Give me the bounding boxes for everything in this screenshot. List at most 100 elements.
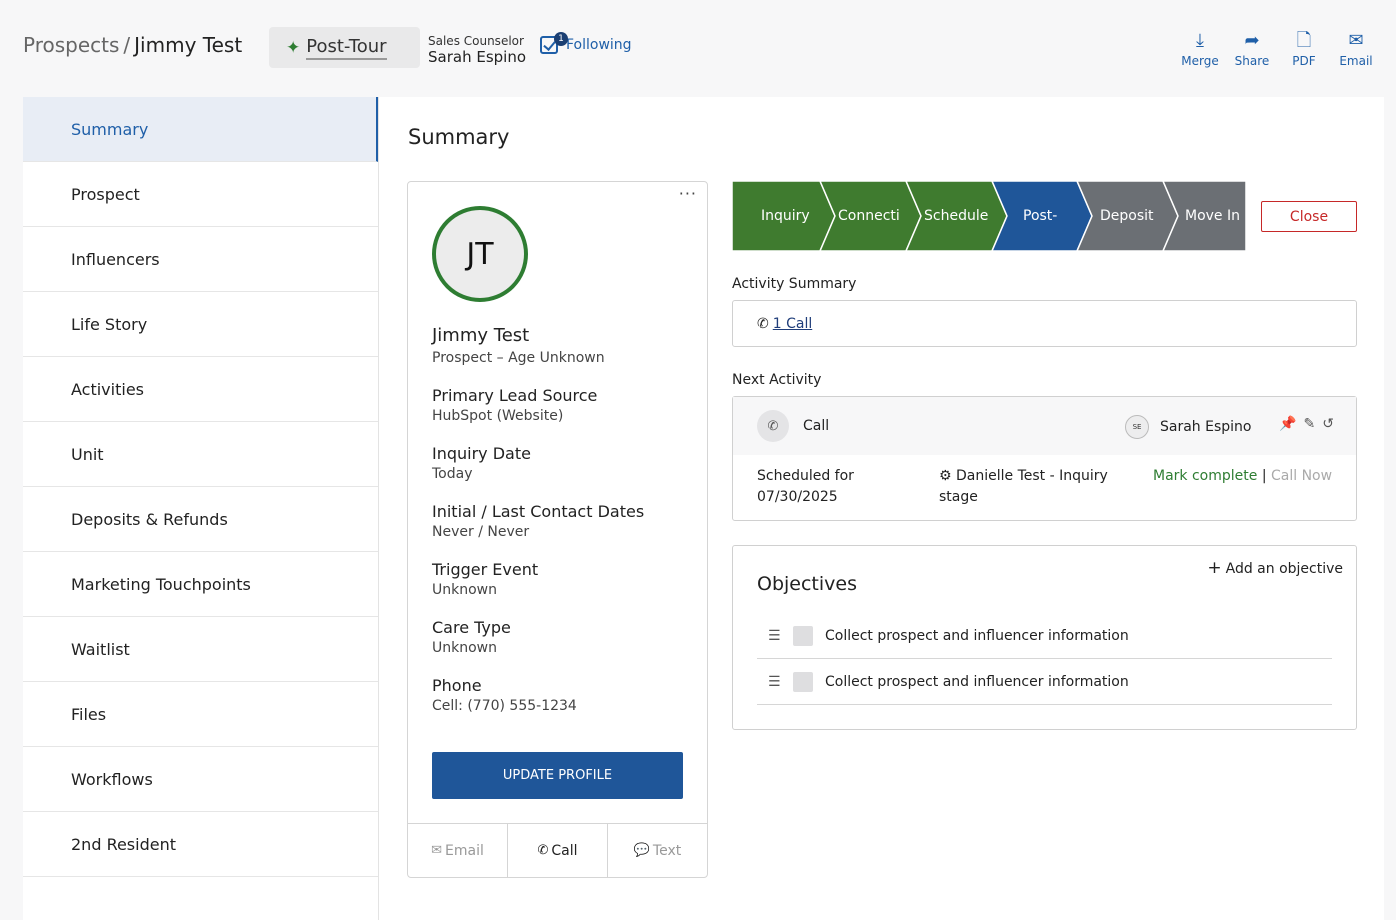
profile-fields: Jimmy Test Prospect – Age Unknown Primar…	[432, 324, 692, 733]
email-contact-label: Email	[445, 842, 484, 859]
merge-icon: ⤓	[1196, 30, 1204, 51]
sidebar-item-prospect[interactable]: Prospect	[23, 162, 378, 227]
objectives-card: Objectives + Add an objective ☰ Collect p…	[732, 545, 1357, 730]
pin-icon[interactable]: 📌	[1279, 416, 1297, 432]
field-inquiry-date: Inquiry Date Today	[432, 443, 692, 484]
field-trigger-event: Trigger Event Unknown	[432, 559, 692, 600]
field-care-type: Care Type Unknown	[432, 617, 692, 658]
field-label: Inquiry Date	[432, 444, 531, 463]
activity-summary-box: ✆ 1 Call	[732, 300, 1357, 347]
counselor-name: Sarah Espino	[428, 48, 527, 66]
scheduled-label: Scheduled for	[757, 468, 854, 484]
field-value: Unknown	[432, 640, 497, 656]
field-value: Never / Never	[432, 524, 530, 540]
breadcrumb: Prospects / Jimmy Test	[23, 33, 242, 57]
activity-association: ⚙ Danielle Test - Inquiry stage	[939, 466, 1129, 508]
sidebar-item-files[interactable]: Files	[23, 682, 378, 747]
call-contact-button[interactable]: ✆ Call	[508, 824, 608, 877]
scheduled-date: 07/30/2025	[757, 489, 838, 505]
sidebar-item-2nd-resident[interactable]: 2nd Resident	[23, 812, 378, 877]
sidebar-item-life-story[interactable]: Life Story	[23, 292, 378, 357]
stage-label-inquiry: Inquiry	[761, 208, 810, 224]
history-icon[interactable]: ↺	[1322, 416, 1334, 432]
envelope-icon: ✉	[431, 843, 443, 858]
sidebar-item-deposits-refunds[interactable]: Deposits & Refunds	[23, 487, 378, 552]
sparkle-icon: ✦	[286, 37, 301, 58]
field-value: HubSpot (Website)	[432, 408, 564, 424]
pdf-label: PDF	[1292, 54, 1316, 68]
activity-summary-link[interactable]: 1 Call	[772, 315, 813, 332]
objective-row: ☰ Collect prospect and influencer inform…	[757, 659, 1332, 705]
stage-move-in-shape[interactable]	[1162, 181, 1246, 251]
field-label: Care Type	[432, 618, 511, 637]
call-contact-label: Call	[551, 842, 578, 859]
update-profile-button[interactable]: UPDATE PROFILE	[432, 752, 683, 799]
email-contact-button[interactable]: ✉ Email	[408, 824, 508, 877]
breadcrumb-separator: /	[123, 33, 131, 57]
call-now-link[interactable]: Call Now	[1271, 468, 1333, 484]
avatar: JT	[432, 206, 528, 302]
field-label: Phone	[432, 676, 482, 695]
sidebar-item-marketing-touchpoints[interactable]: Marketing Touchpoints	[23, 552, 378, 617]
text-contact-button[interactable]: 💬 Text	[608, 824, 707, 877]
email-button[interactable]: ✉ Email	[1330, 30, 1382, 68]
share-button[interactable]: ➦ Share	[1226, 30, 1278, 68]
pipeline-chevrons	[732, 181, 1246, 251]
following-toggle[interactable]: 1 Following	[540, 32, 632, 54]
assignee-name: Sarah Espino	[1160, 419, 1252, 435]
mark-complete-link[interactable]: Mark complete	[1153, 468, 1258, 484]
phone-icon: ✆	[757, 315, 769, 332]
pdf-button[interactable]: 🗋 PDF	[1278, 30, 1330, 68]
field-phone: Phone Cell: (770) 555-1234	[432, 675, 692, 716]
sidebar-nav: Summary Prospect Influencers Life Story …	[23, 97, 379, 920]
stage-post-tour-shape[interactable]	[991, 181, 1093, 251]
sidebar-item-unit[interactable]: Unit	[23, 422, 378, 487]
chat-bubble-icon: 💬	[633, 843, 650, 858]
close-button[interactable]: Close	[1261, 201, 1357, 232]
scheduled-for: Scheduled for 07/30/2025	[757, 466, 854, 508]
breadcrumb-prospects-link[interactable]: Prospects	[23, 33, 120, 57]
next-activity-assignee: SE Sarah Espino	[1125, 415, 1251, 439]
stage-label-move-in: Move In	[1185, 208, 1240, 224]
field-value: Cell: (770) 555-1234	[432, 698, 577, 714]
more-options-icon[interactable]: ···	[678, 184, 697, 203]
assignee-avatar: SE	[1125, 415, 1149, 439]
drag-handle-icon[interactable]: ☰	[768, 673, 781, 690]
objective-checkbox[interactable]	[793, 625, 813, 646]
add-objective-button[interactable]: + Add an objective	[1207, 558, 1343, 578]
stage-connection-shape[interactable]	[819, 181, 922, 251]
stage-chip[interactable]: ✦ Post-Tour	[269, 27, 420, 68]
sidebar-item-summary[interactable]: Summary	[23, 97, 378, 162]
objective-checkbox[interactable]	[793, 671, 813, 692]
pdf-icon: 🗋	[1296, 30, 1312, 51]
following-count-badge: 1	[554, 32, 568, 46]
drag-handle-icon[interactable]: ☰	[768, 627, 781, 644]
sales-counselor: Sales Counselor Sarah Espino	[428, 34, 526, 65]
sidebar-item-influencers[interactable]: Influencers	[23, 227, 378, 292]
phone-icon: ✆	[757, 410, 789, 442]
sidebar-item-activities[interactable]: Activities	[23, 357, 378, 422]
stage-scheduled-shape[interactable]	[905, 181, 1008, 251]
next-activity-label: Next Activity	[732, 372, 822, 388]
stage-label-scheduled: Schedule	[924, 208, 988, 224]
field-primary-lead-source: Primary Lead Source HubSpot (Website)	[432, 385, 692, 426]
stage-deposit-shape[interactable]	[1076, 181, 1179, 251]
sidebar-item-workflows[interactable]: Workflows	[23, 747, 378, 812]
page-header: Prospects / Jimmy Test ✦ Post-Tour Sales C…	[0, 0, 1396, 97]
objective-text: Collect prospect and influencer informat…	[825, 627, 1129, 644]
checkbox-icon: 1	[540, 32, 568, 54]
sidebar-item-waitlist[interactable]: Waitlist	[23, 617, 378, 682]
page-title: Summary	[408, 125, 510, 149]
stage-label-post-tour: Post-	[1023, 208, 1058, 224]
pencil-icon[interactable]: ✎	[1303, 416, 1316, 432]
profile-name: Jimmy Test	[432, 325, 530, 346]
field-label: Primary Lead Source	[432, 386, 598, 405]
robot-icon: ⚙	[939, 468, 952, 484]
phone-icon: ✆	[537, 843, 549, 858]
profile-card: ··· JT Jimmy Test Prospect – Age Unknown…	[407, 181, 708, 878]
profile-header: Jimmy Test Prospect – Age Unknown	[432, 324, 692, 368]
association-text: Danielle Test - Inquiry stage	[939, 468, 1108, 505]
text-contact-label: Text	[652, 842, 682, 859]
merge-button[interactable]: ⤓ Merge	[1174, 30, 1226, 68]
objectives-title: Objectives	[757, 573, 857, 595]
